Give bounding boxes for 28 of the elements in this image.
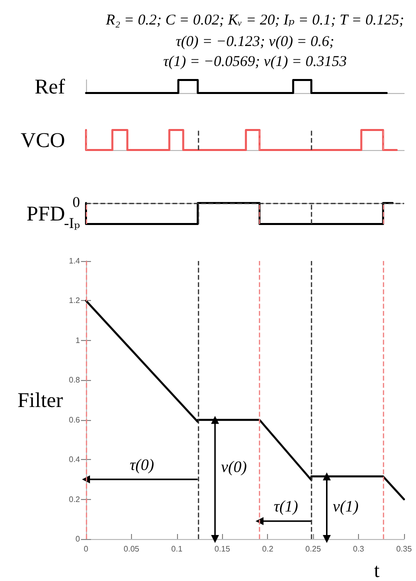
y-axis-title: PFD xyxy=(26,202,65,226)
y-tick-label: 0.4 xyxy=(68,455,81,464)
y-tick-label: 1.2 xyxy=(68,296,81,306)
annotation: τ(0) xyxy=(130,456,154,474)
annotation: v(1) xyxy=(332,498,359,516)
y-axis-title: VCO xyxy=(20,128,65,152)
x-tick-label: 0.15 xyxy=(214,544,231,554)
y-tick-label: 0.6 xyxy=(68,415,81,424)
y-axis-title: Filter xyxy=(17,388,63,412)
x-tick-label: 0.25 xyxy=(305,544,322,554)
y-axis-title: Ref xyxy=(34,74,65,98)
text: -Iₚ xyxy=(64,216,80,232)
annotation: τ(1) xyxy=(274,498,298,516)
y-tick-label: 1.4 xyxy=(68,256,81,266)
x-tick-label: 0.05 xyxy=(124,544,140,554)
y-tick-label: 0.8 xyxy=(68,376,81,385)
x-tick-label: 0.2 xyxy=(262,544,274,554)
chart-subtitle: τ(0) = −0.123; v(0) = 0.6; τ(1) = −0.0569; v(1) = 0.3153 xyxy=(163,34,347,70)
y-tick-label: 1 xyxy=(76,336,81,345)
x-tick-label: 0.1 xyxy=(171,544,183,554)
annotation: v(0) xyxy=(221,459,247,476)
chart-title: R₂ = 0.2; C = 0.02; Kᵥ = 20; Iₚ = 0.1; T = 0.125; xyxy=(104,12,404,28)
y-tick-label: 0.2 xyxy=(68,494,81,504)
x-tick-label: 0 xyxy=(84,544,89,554)
x-tick-label: 0.35 xyxy=(396,544,412,554)
y-tick-label: 0 xyxy=(76,534,81,544)
x-axis-title: t xyxy=(374,560,380,581)
x-tick-label: 0.3 xyxy=(353,544,365,554)
